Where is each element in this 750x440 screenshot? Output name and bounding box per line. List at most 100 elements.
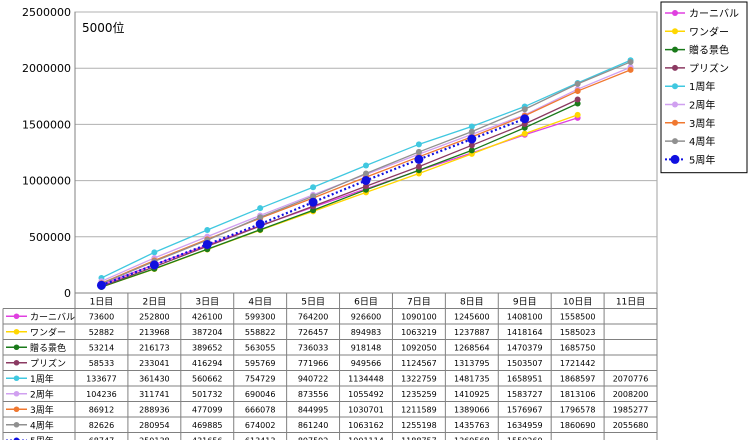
table-row-label: 5周年: [30, 435, 54, 440]
table-row-label: カーニバル: [30, 312, 75, 323]
legend-key-marker: [672, 28, 678, 35]
table-cell: 416294: [192, 359, 223, 368]
table-cell: 1188757: [401, 436, 437, 440]
legend-key-marker: [672, 64, 678, 71]
table-cell: 431656: [192, 436, 223, 440]
y-tick-label: 2000000: [22, 62, 71, 75]
data-point: [415, 141, 422, 148]
table-cell: 926600: [351, 312, 382, 321]
table-cell: 1685750: [560, 343, 596, 352]
table-cell: 1503507: [507, 359, 543, 368]
x-tick-label: 6日目: [354, 297, 378, 308]
table-cell: 2055680: [613, 421, 649, 430]
x-tick-label: 10日目: [563, 297, 592, 308]
series-贈る景色: [98, 100, 581, 291]
table-cell: 1237887: [454, 328, 490, 337]
table-cell: 1550260: [507, 436, 543, 440]
table-row-label: ワンダー: [30, 326, 66, 338]
table-legend-key-marker: [13, 344, 20, 351]
data-point: [149, 260, 159, 270]
table-cell: 1658951: [507, 374, 543, 383]
x-tick-label: 8日目: [460, 297, 484, 308]
table-cell: 1235259: [401, 390, 437, 399]
series-1周年: [98, 57, 634, 281]
table-legend-key-marker: [13, 390, 20, 397]
legend-label: ワンダー: [689, 25, 729, 38]
table-cell: 86912: [89, 405, 114, 414]
table-cell: 1435763: [454, 421, 490, 430]
data-point: [574, 96, 581, 103]
table-cell: 213968: [139, 328, 170, 337]
data-point: [257, 205, 264, 212]
table-row-label: 3周年: [30, 404, 54, 416]
table-cell: 469885: [192, 421, 223, 430]
table-cell: 280954: [139, 421, 170, 430]
table-cell: 949566: [351, 359, 382, 368]
table-cell: 133677: [86, 374, 117, 383]
table-cell: 1868597: [560, 374, 596, 383]
data-point: [361, 175, 371, 185]
table-cell: 764200: [298, 312, 329, 321]
data-point: [363, 170, 369, 177]
data-point: [468, 123, 475, 130]
table-cell: 426100: [192, 312, 223, 321]
legend-label: 2周年: [689, 99, 715, 112]
table-legend-key-marker: [13, 406, 20, 413]
data-point: [151, 249, 158, 256]
table-legend-key-marker: [13, 313, 20, 320]
table-cell: 1470379: [507, 343, 543, 352]
data-point: [310, 193, 317, 200]
table-cell: 389652: [192, 343, 223, 352]
table-cell: 477099: [192, 405, 223, 414]
legend-key-marker: [672, 119, 678, 126]
legend-label: 贈る景色: [689, 44, 729, 57]
table-cell: 1408100: [507, 312, 543, 321]
table-cell: 595769: [245, 359, 276, 368]
table-row-label: 4周年: [30, 419, 54, 431]
table-cell: 1410925: [454, 390, 490, 399]
data-point: [627, 66, 634, 73]
table-cell: 58533: [89, 359, 114, 368]
data-point: [415, 148, 422, 155]
x-tick-label: 5日目: [301, 297, 325, 308]
table-cell: 1583727: [507, 390, 543, 399]
table-cell: 771966: [298, 359, 329, 368]
legend-key-marker: [672, 46, 678, 53]
gridlines: [74, 11, 658, 294]
table-cell: 1796578: [560, 405, 596, 414]
legend-key-marker: [672, 10, 678, 16]
data-point: [574, 111, 581, 118]
data-point: [308, 197, 318, 207]
table-cell: 250138: [139, 436, 170, 440]
data-point: [468, 142, 475, 149]
table-cell: 2070776: [613, 374, 649, 383]
plot-area: [74, 11, 658, 294]
table-cell: 387204: [192, 328, 223, 337]
table-cell: 288936: [139, 405, 170, 414]
legend-key-marker: [672, 138, 678, 145]
x-tick-label: 2日目: [142, 297, 166, 308]
table-cell: 1001114: [348, 436, 384, 440]
table-cell: 1055492: [348, 390, 384, 399]
table-cell: 1322759: [401, 374, 437, 383]
legend-key-marker: [672, 101, 678, 108]
table-legend-key-marker: [13, 437, 20, 440]
series-4周年: [98, 58, 634, 287]
table-cell: 1211589: [401, 405, 437, 414]
data-point: [468, 147, 475, 154]
table-cell: 1063162: [348, 421, 384, 430]
table-cell: 940722: [298, 374, 329, 383]
series-lines: [96, 57, 634, 291]
table-cell: 674002: [245, 421, 276, 430]
y-axis: 0 500000 1000000 1500000 2000000 2500000: [22, 6, 76, 300]
table-cell: 861240: [298, 421, 329, 430]
legend-label: プリズン: [689, 62, 729, 75]
legend-label: 4周年: [689, 135, 715, 148]
y-tick-label: 0: [64, 287, 71, 300]
x-tick-label: 1日目: [90, 297, 114, 308]
table-row-label: 1周年: [30, 373, 54, 385]
table-cell: 599300: [245, 312, 276, 321]
table-cell: 1813106: [560, 390, 596, 399]
